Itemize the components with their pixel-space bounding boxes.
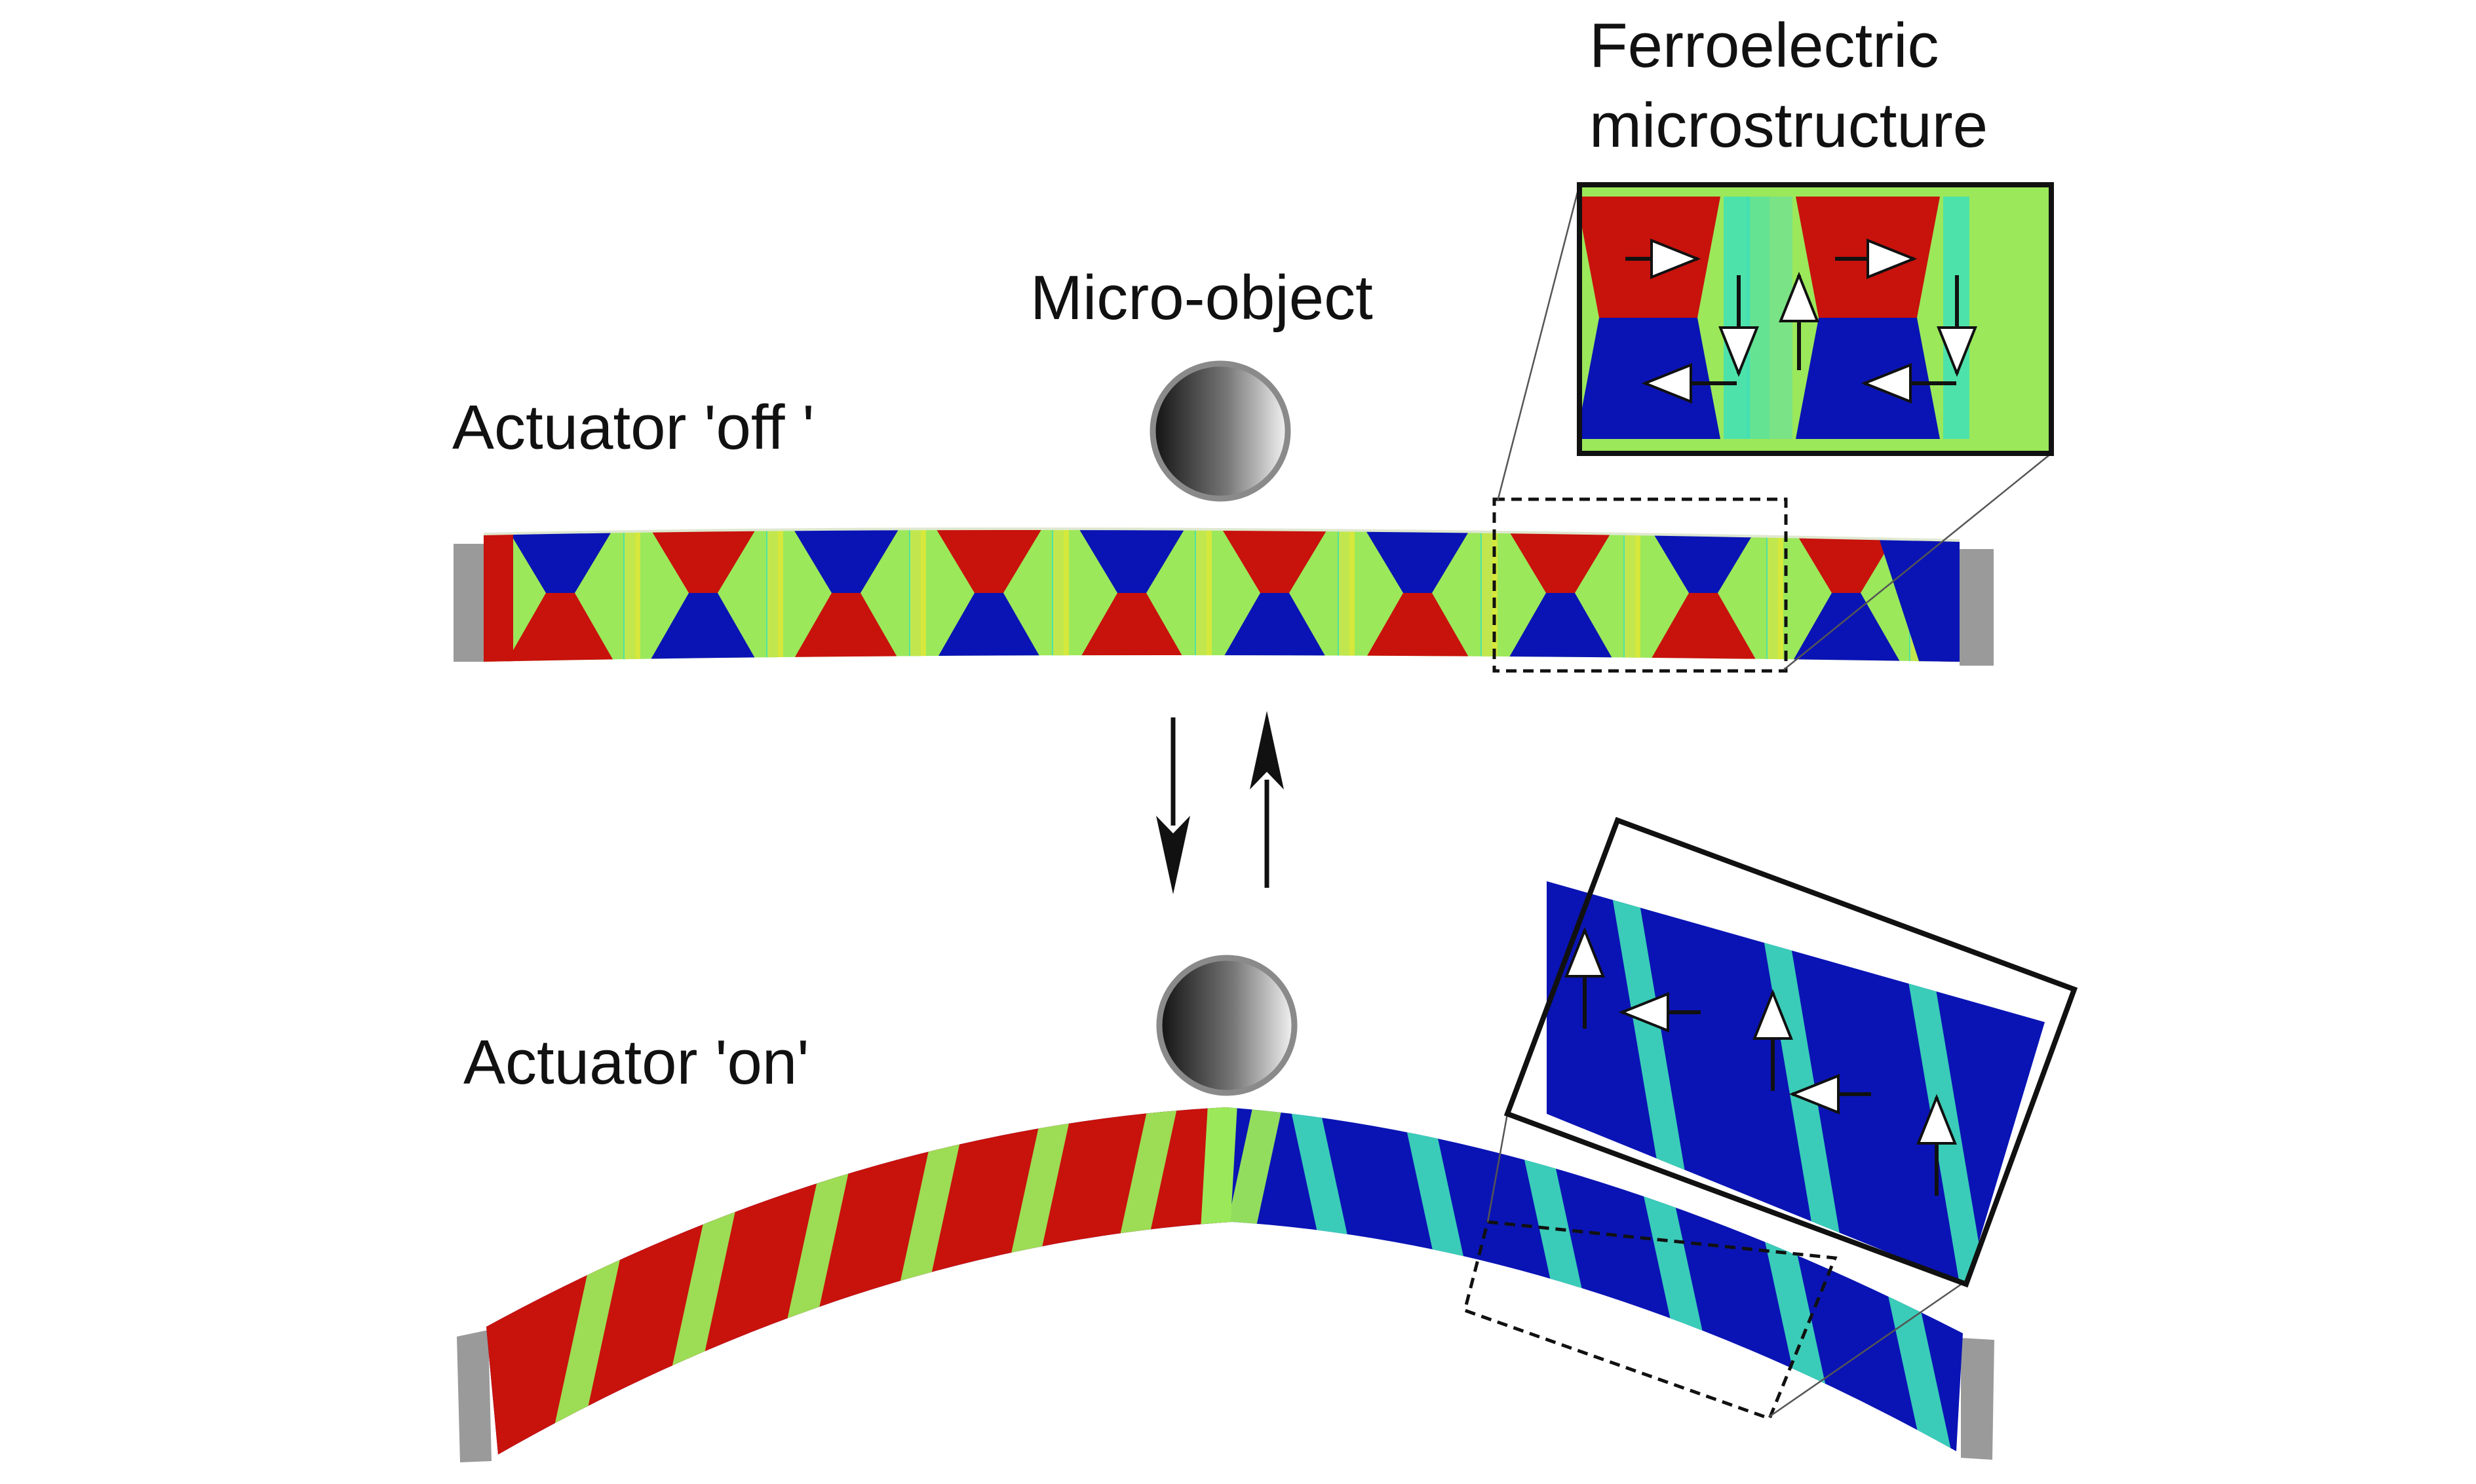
- micro-object-ball-off: [1150, 360, 1291, 502]
- zoom-region-on: [1463, 1220, 1838, 1421]
- microstructure-inset-off: [1577, 182, 2054, 456]
- beam-off-domains: [484, 529, 1960, 662]
- clamp-left-off: [454, 544, 488, 662]
- polarization-arrow-icon: [1564, 238, 1977, 1196]
- arrow-down-icon: [1156, 717, 1190, 894]
- micro-object-label: Micro-object: [1030, 263, 1373, 333]
- actuator-off-label: Actuator 'off ': [452, 392, 815, 463]
- inset-title-line2: microstructure: [1589, 90, 1988, 161]
- clamp-right-off: [1960, 549, 1994, 666]
- micro-object-ball-on: [1156, 955, 1298, 1096]
- clamp-left-on: [457, 1330, 492, 1462]
- arrow-up-icon: [1250, 711, 1284, 888]
- actuator-on-label: Actuator 'on': [463, 1027, 809, 1097]
- clamp-right-on: [1961, 1338, 1994, 1460]
- beam-off: [454, 527, 1994, 666]
- zoom-region-off: [1492, 497, 1788, 673]
- inset-title-line1: Ferroelectric: [1589, 10, 1939, 81]
